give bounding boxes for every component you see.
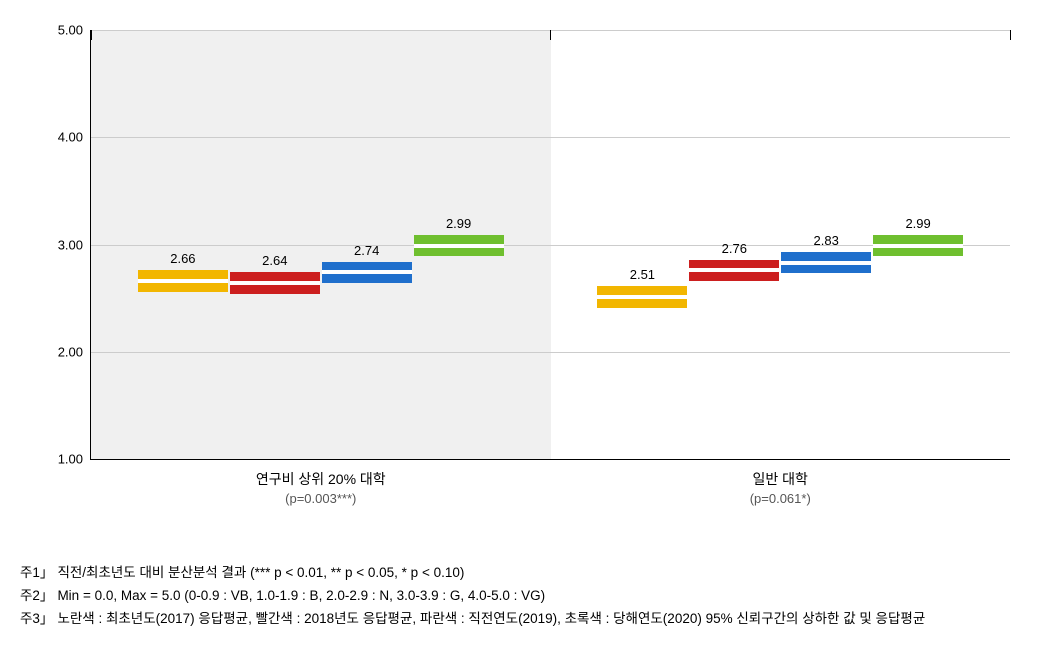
ci-lower	[781, 265, 871, 274]
x-group-label: 연구비 상위 20% 대학	[91, 469, 551, 489]
ci-lower	[414, 248, 504, 257]
gridline	[91, 352, 1010, 353]
value-label: 2.83	[781, 233, 871, 248]
y-tick-label: 1.00	[58, 452, 83, 467]
ci-box	[781, 252, 871, 273]
panel-tick	[1010, 30, 1011, 40]
value-label: 2.74	[322, 243, 412, 258]
ci-box	[689, 260, 779, 281]
y-tick-label: 3.00	[58, 237, 83, 252]
ci-lower	[689, 272, 779, 281]
footnote-2-tag: 주2」	[20, 585, 53, 608]
ci-box	[597, 286, 687, 307]
ci-lower	[230, 285, 320, 294]
ci-upper	[138, 270, 228, 279]
y-tick-label: 2.00	[58, 344, 83, 359]
footnote-3: 주3」 노란색 : 최초년도(2017) 응답평균, 빨간색 : 2018년도 …	[20, 608, 1023, 631]
ci-upper	[322, 262, 412, 271]
ci-lower	[138, 283, 228, 292]
value-label: 2.76	[689, 241, 779, 256]
x-group-label: 일반 대학	[551, 469, 1011, 489]
panel-tick	[550, 30, 551, 40]
plot-area: 1.002.003.004.005.002.662.642.742.99연구비 …	[90, 30, 1010, 460]
footnote-2-text: Min = 0.0, Max = 5.0 (0-0.9 : VB, 1.0-1.…	[57, 585, 1023, 608]
ci-box	[873, 235, 963, 256]
footnote-2: 주2」 Min = 0.0, Max = 5.0 (0-0.9 : VB, 1.…	[20, 585, 1023, 608]
value-label: 2.51	[597, 267, 687, 282]
ci-upper	[689, 260, 779, 269]
panel-tick	[91, 30, 92, 40]
chart-container: 1.002.003.004.005.002.662.642.742.99연구비 …	[20, 20, 1023, 550]
y-tick-label: 4.00	[58, 130, 83, 145]
ci-upper	[873, 235, 963, 244]
x-group-sublabel: (p=0.003***)	[91, 491, 551, 506]
footnote-1-text: 직전/최초년도 대비 분산분석 결과 (*** p < 0.01, ** p <…	[57, 562, 1023, 585]
footnote-3-tag: 주3」	[20, 608, 53, 631]
value-label: 2.66	[138, 251, 228, 266]
ci-box	[138, 270, 228, 291]
ci-box	[414, 235, 504, 256]
ci-upper	[781, 252, 871, 261]
value-label: 2.64	[230, 253, 320, 268]
ci-upper	[230, 272, 320, 281]
ci-box	[230, 272, 320, 293]
y-tick-label: 5.00	[58, 23, 83, 38]
footnotes: 주1」 직전/최초년도 대비 분산분석 결과 (*** p < 0.01, **…	[20, 562, 1023, 631]
ci-lower	[873, 248, 963, 257]
ci-box	[322, 262, 412, 283]
ci-upper	[597, 286, 687, 295]
footnote-1-tag: 주1」	[20, 562, 53, 585]
footnote-1: 주1」 직전/최초년도 대비 분산분석 결과 (*** p < 0.01, **…	[20, 562, 1023, 585]
x-group-sublabel: (p=0.061*)	[551, 491, 1011, 506]
value-label: 2.99	[414, 216, 504, 231]
ci-lower	[597, 299, 687, 308]
gridline	[91, 137, 1010, 138]
footnote-3-text: 노란색 : 최초년도(2017) 응답평균, 빨간색 : 2018년도 응답평균…	[57, 608, 1023, 631]
ci-upper	[414, 235, 504, 244]
ci-lower	[322, 274, 412, 283]
value-label: 2.99	[873, 216, 963, 231]
